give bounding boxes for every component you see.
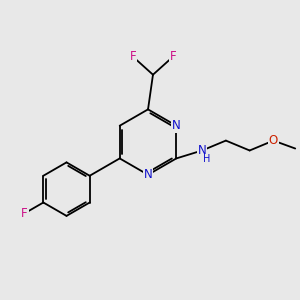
Text: H: H xyxy=(203,154,211,164)
Text: F: F xyxy=(130,50,136,63)
Text: N: N xyxy=(144,168,152,181)
Text: N: N xyxy=(198,144,206,157)
Text: O: O xyxy=(269,134,278,147)
Text: F: F xyxy=(21,207,28,220)
Text: N: N xyxy=(172,119,181,132)
Text: F: F xyxy=(169,50,176,63)
